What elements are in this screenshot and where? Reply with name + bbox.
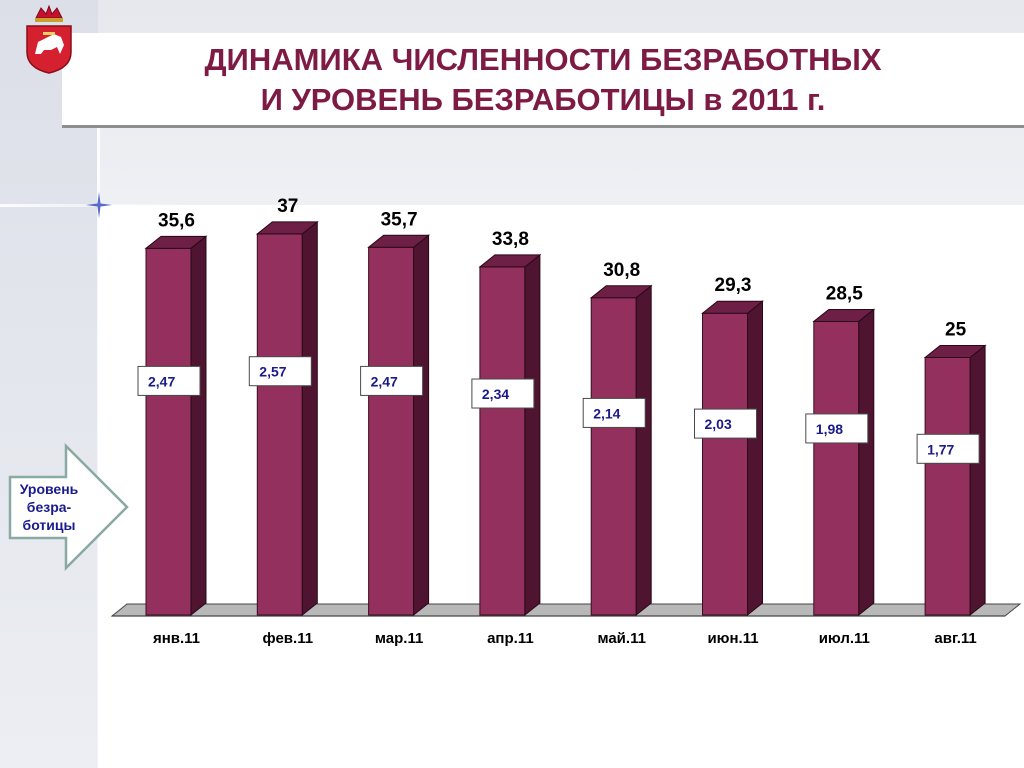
bar-top	[478, 254, 542, 268]
bar-top	[923, 345, 987, 358]
bar	[923, 344, 987, 617]
bar-front	[813, 320, 860, 616]
value-label: 35,7	[381, 209, 418, 230]
floor-plane	[110, 603, 1022, 617]
coat-of-arms-icon	[26, 4, 72, 74]
value-labels: 35,6 37 35,7 33,8 30,8 29,3 28,5 25	[158, 196, 967, 341]
value-label: 37	[277, 196, 298, 217]
rate-value: 2,03	[705, 416, 732, 432]
bar-side	[301, 220, 318, 617]
bar-front	[702, 312, 748, 616]
title-banner	[62, 33, 1024, 128]
rate-box-frame	[137, 365, 201, 396]
bar-top	[367, 234, 431, 248]
category-label: янв.11	[153, 630, 200, 647]
bar-side	[413, 234, 430, 617]
rate-labels: 2,47 2,57 2,47 2,34 2,14 2,03 1,98 1,77	[137, 356, 980, 464]
bar-top	[701, 300, 764, 314]
category-label: июл.11	[819, 630, 870, 647]
rate-box: 2,47	[360, 365, 424, 396]
category-label: май.11	[597, 630, 646, 647]
bar-side	[747, 300, 763, 617]
rate-box-frame	[248, 356, 312, 387]
bar	[701, 300, 764, 617]
rate-value: 1,77	[927, 441, 954, 457]
category-label: апр.11	[487, 630, 534, 647]
rate-value: 2,47	[371, 373, 398, 389]
bar-side	[524, 253, 541, 617]
rate-box-frame	[582, 397, 646, 428]
bar	[589, 284, 653, 617]
page-title: ДИНАМИКА ЧИСЛЕННОСТИ БЕЗРАБОТНЫХ И УРОВЕ…	[62, 40, 1024, 120]
rate-box-frame	[694, 408, 757, 439]
bar-top	[812, 308, 876, 322]
rate-box: 2,34	[471, 378, 535, 409]
category-label: авг.11	[934, 630, 976, 647]
value-label: 30,8	[603, 260, 640, 281]
bar-side	[190, 235, 207, 617]
rate-box-frame	[360, 365, 424, 396]
bar-front	[256, 233, 303, 616]
arrow-label-line-3: ботицы	[22, 517, 76, 533]
arrow-label-line-2: безра-	[26, 499, 72, 515]
bar	[255, 220, 319, 617]
bar-top	[589, 285, 653, 299]
value-label: 28,5	[826, 283, 863, 304]
arrow-shape	[8, 442, 129, 572]
bar	[812, 308, 876, 617]
bar-front	[145, 247, 192, 616]
value-label: 29,3	[715, 275, 752, 296]
bar-front	[479, 266, 526, 616]
sparkle-icon	[86, 192, 112, 218]
rate-box: 1,98	[805, 413, 869, 444]
bar	[478, 253, 542, 617]
rate-box-frame	[916, 433, 980, 464]
category-axis: янв.11 фев.11 мар.11 апр.11 май.11 июн.11 июл.…	[153, 630, 977, 647]
rate-box: 2,03	[694, 408, 757, 439]
bar-front	[924, 357, 971, 616]
rate-value: 2,57	[259, 364, 286, 380]
title-line-1: ДИНАМИКА ЧИСЛЕННОСТИ БЕЗРАБОТНЫХ	[204, 42, 882, 77]
rate-value: 2,14	[593, 405, 620, 421]
value-label: 35,6	[158, 210, 195, 231]
rate-box-frame	[471, 378, 535, 409]
bar-front	[590, 297, 637, 616]
rate-box: 2,47	[137, 365, 201, 396]
bar-side	[635, 284, 652, 617]
background-panel-left	[0, 0, 98, 768]
decorative-vertical-line	[97, 125, 100, 768]
category-label: мар.11	[375, 630, 423, 647]
title-line-2: И УРОВЕНЬ БЕЗРАБОТИЦЫ в 2011 г.	[260, 82, 826, 117]
bar-side	[969, 344, 986, 617]
category-label: фев.11	[263, 630, 314, 647]
rate-value: 2,47	[148, 373, 175, 389]
bar-top	[255, 221, 319, 235]
bar-top	[144, 235, 208, 249]
rate-value: 2,34	[482, 386, 509, 402]
bar-side	[858, 308, 875, 617]
chart-bars	[144, 220, 987, 617]
rate-box: 2,14	[582, 397, 646, 428]
bar	[367, 234, 431, 617]
arrow-label-line-1: Уровень	[19, 481, 79, 497]
unemployment-rate-arrow	[8, 442, 129, 572]
bar	[144, 235, 208, 617]
bar-front	[368, 246, 415, 616]
chart-floor	[110, 603, 1022, 617]
value-label: 33,8	[492, 229, 529, 250]
category-label: июн.11	[707, 630, 758, 647]
value-label: 25	[945, 320, 967, 341]
rate-box-frame	[805, 413, 869, 444]
rate-value: 1,98	[816, 421, 843, 437]
rate-box: 1,77	[916, 433, 980, 464]
arrow-label: Уровень безра- ботицы	[6, 480, 92, 534]
rate-box: 2,57	[248, 356, 312, 387]
